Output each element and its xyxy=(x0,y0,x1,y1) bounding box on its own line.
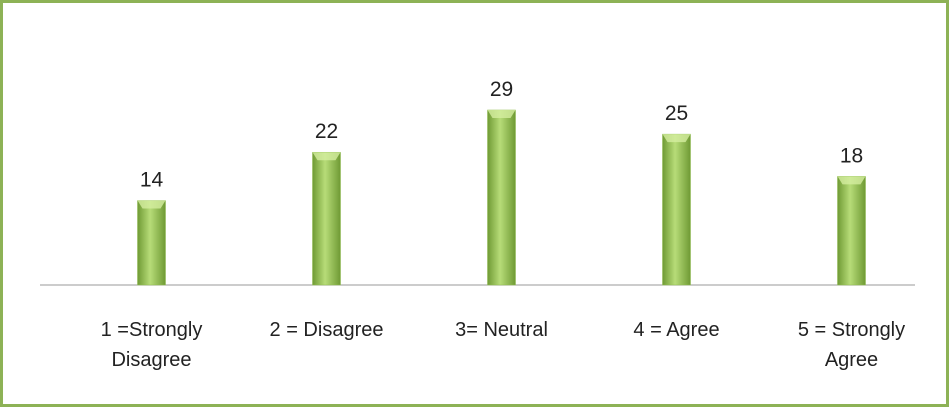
bar-cap xyxy=(662,134,691,143)
bar-cap xyxy=(137,200,166,209)
value-label: 29 xyxy=(490,78,513,101)
bar-cap xyxy=(487,110,516,118)
bar xyxy=(487,109,516,286)
x-tick-label: 2 = Disagree xyxy=(269,319,384,341)
bar-cap xyxy=(312,152,341,161)
x-tick-label: 3= Neutral xyxy=(455,319,548,341)
bar xyxy=(662,133,691,286)
chart: 14 22 29 25 18 xyxy=(40,78,915,286)
x-tick-label: 4 = Agree xyxy=(633,319,720,341)
bar-cap xyxy=(837,176,866,185)
value-label: 22 xyxy=(315,120,338,143)
bar xyxy=(137,200,166,286)
bar xyxy=(837,176,866,286)
x-tick-label: 5 = Strongly Agree xyxy=(797,319,906,371)
value-label: 18 xyxy=(840,144,863,167)
bar xyxy=(312,151,341,286)
x-tick-label: 1 =Strongly Disagree xyxy=(100,319,203,371)
value-label: 14 xyxy=(140,169,164,192)
value-label: 25 xyxy=(665,102,688,125)
